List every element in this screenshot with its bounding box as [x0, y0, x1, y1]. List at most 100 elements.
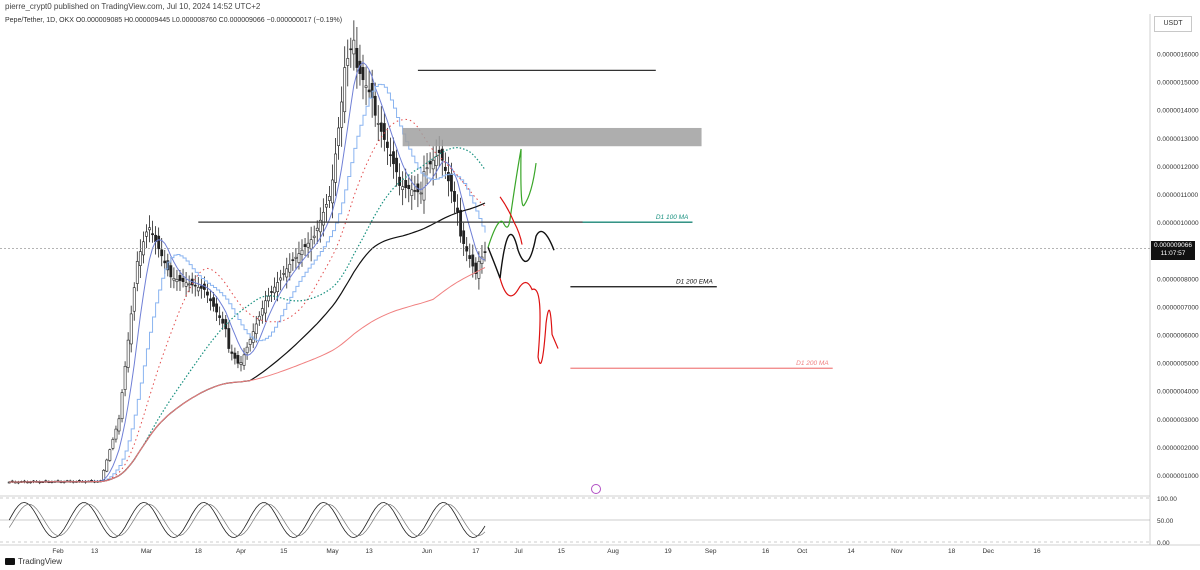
- candle-body: [431, 159, 435, 170]
- candle-body: [178, 275, 182, 281]
- time-tick-label: 13: [91, 548, 99, 555]
- candle-body: [193, 284, 197, 287]
- time-tick-label: 15: [558, 548, 566, 555]
- price-tick-label: 0.0000004000: [1157, 389, 1199, 396]
- candle-body: [270, 291, 273, 293]
- candle-body: [312, 235, 316, 238]
- candle-body: [224, 319, 228, 330]
- time-tick-label: 18: [948, 548, 956, 555]
- d1-100-ma-line: [9, 146, 486, 483]
- candle-body: [471, 254, 475, 267]
- candle-body: [364, 85, 368, 88]
- publish-info: pierre_crypt0 published on TradingView.c…: [5, 2, 261, 11]
- price-tick-label: 0.0000011000: [1157, 192, 1198, 199]
- candle-body: [239, 362, 243, 365]
- candle-body: [468, 255, 472, 259]
- candle-body: [196, 286, 200, 292]
- candle-body: [157, 235, 161, 250]
- price-tick-label: 0.0000001000: [1157, 473, 1199, 480]
- candle-body: [254, 323, 258, 335]
- price-tick-label: 0.0000012000: [1157, 164, 1199, 171]
- candle-body: [392, 151, 395, 165]
- candle-body: [389, 154, 392, 157]
- red-scenario-path-top: [499, 196, 523, 245]
- time-tick-label: Nov: [891, 548, 903, 555]
- candle-body: [443, 166, 447, 171]
- candle-body: [169, 265, 173, 278]
- price-tick-label: 0.0000013000: [1157, 136, 1199, 143]
- candle-body: [257, 315, 261, 321]
- ma-level-label: D1 100 MA: [656, 214, 689, 221]
- candle-body: [215, 303, 219, 313]
- candle-body: [483, 251, 487, 253]
- currency-button[interactable]: USDT: [1154, 16, 1192, 32]
- candle-body: [367, 89, 371, 93]
- candle-body: [181, 277, 185, 282]
- time-tick-label: Oct: [797, 548, 807, 555]
- green-scenario-path: [487, 148, 537, 248]
- price-tick-label: 0.0000010000: [1157, 220, 1199, 227]
- time-tick-label: Aug: [607, 548, 619, 555]
- oscillator-level-label: 0.00: [1157, 540, 1170, 547]
- candle-body: [120, 392, 124, 419]
- candle-body: [221, 318, 225, 324]
- candle-body: [126, 339, 130, 368]
- price-tick-label: 0.0000008000: [1157, 276, 1199, 283]
- candle-body: [117, 418, 121, 432]
- candle-body: [245, 346, 249, 354]
- candle-body: [422, 171, 426, 201]
- black-scenario-path: [487, 230, 555, 279]
- time-tick-label: 19: [664, 548, 672, 555]
- candle-body: [480, 256, 484, 264]
- time-tick-label: Apr: [236, 548, 247, 555]
- time-tick-label: 18: [195, 548, 203, 555]
- stoch-d-line: [8, 503, 486, 537]
- time-tick-label: 16: [762, 548, 770, 555]
- candle-body: [349, 48, 353, 51]
- candle-body: [440, 148, 444, 161]
- candle-body: [151, 233, 154, 236]
- price-tick-label: 0.0000016000: [1157, 52, 1199, 59]
- header-bar: pierre_crypt0 published on TradingView.c…: [0, 0, 1200, 14]
- candle-body: [108, 449, 112, 461]
- candle-body: [148, 227, 151, 231]
- candle-body: [135, 261, 139, 284]
- candle-body: [425, 167, 429, 170]
- candle-body: [187, 283, 191, 286]
- candle-body: [303, 244, 307, 247]
- candle-body: [404, 180, 408, 188]
- candle-body: [163, 260, 167, 264]
- candle-body: [395, 157, 398, 173]
- time-tick-label: Mar: [141, 548, 153, 555]
- candle-body: [105, 459, 109, 472]
- candle-body: [446, 172, 450, 182]
- candle-body: [212, 297, 215, 307]
- candle-body: [267, 295, 270, 302]
- candle-body: [282, 273, 286, 275]
- candle-body: [138, 251, 142, 266]
- resistance-zone: [402, 127, 702, 147]
- tradingview-logo[interactable]: TradingView: [5, 557, 62, 566]
- candle-body: [260, 308, 264, 316]
- candle-body: [306, 242, 310, 248]
- candle-body: [318, 219, 322, 233]
- candle-body: [456, 207, 459, 213]
- candle-body: [462, 230, 466, 244]
- price-tick-label: 0.0000007000: [1157, 304, 1199, 311]
- candle-body: [379, 122, 383, 132]
- candle-body: [385, 141, 389, 148]
- candle-body: [288, 263, 292, 273]
- candle-body: [453, 190, 456, 202]
- last-price-tag: 0.000009066 11:07:57: [1151, 241, 1195, 260]
- candle-body: [428, 160, 432, 165]
- oscillator-level-label: 100.00: [1157, 496, 1177, 503]
- candle-body: [248, 339, 252, 345]
- candle-body: [465, 246, 469, 252]
- candle-body: [337, 127, 341, 146]
- time-tick-label: Dec: [982, 548, 994, 555]
- candle-body: [276, 282, 280, 293]
- candle-body: [340, 101, 344, 128]
- price-tick-label: 0.0000005000: [1157, 361, 1199, 368]
- candle-body: [373, 95, 377, 116]
